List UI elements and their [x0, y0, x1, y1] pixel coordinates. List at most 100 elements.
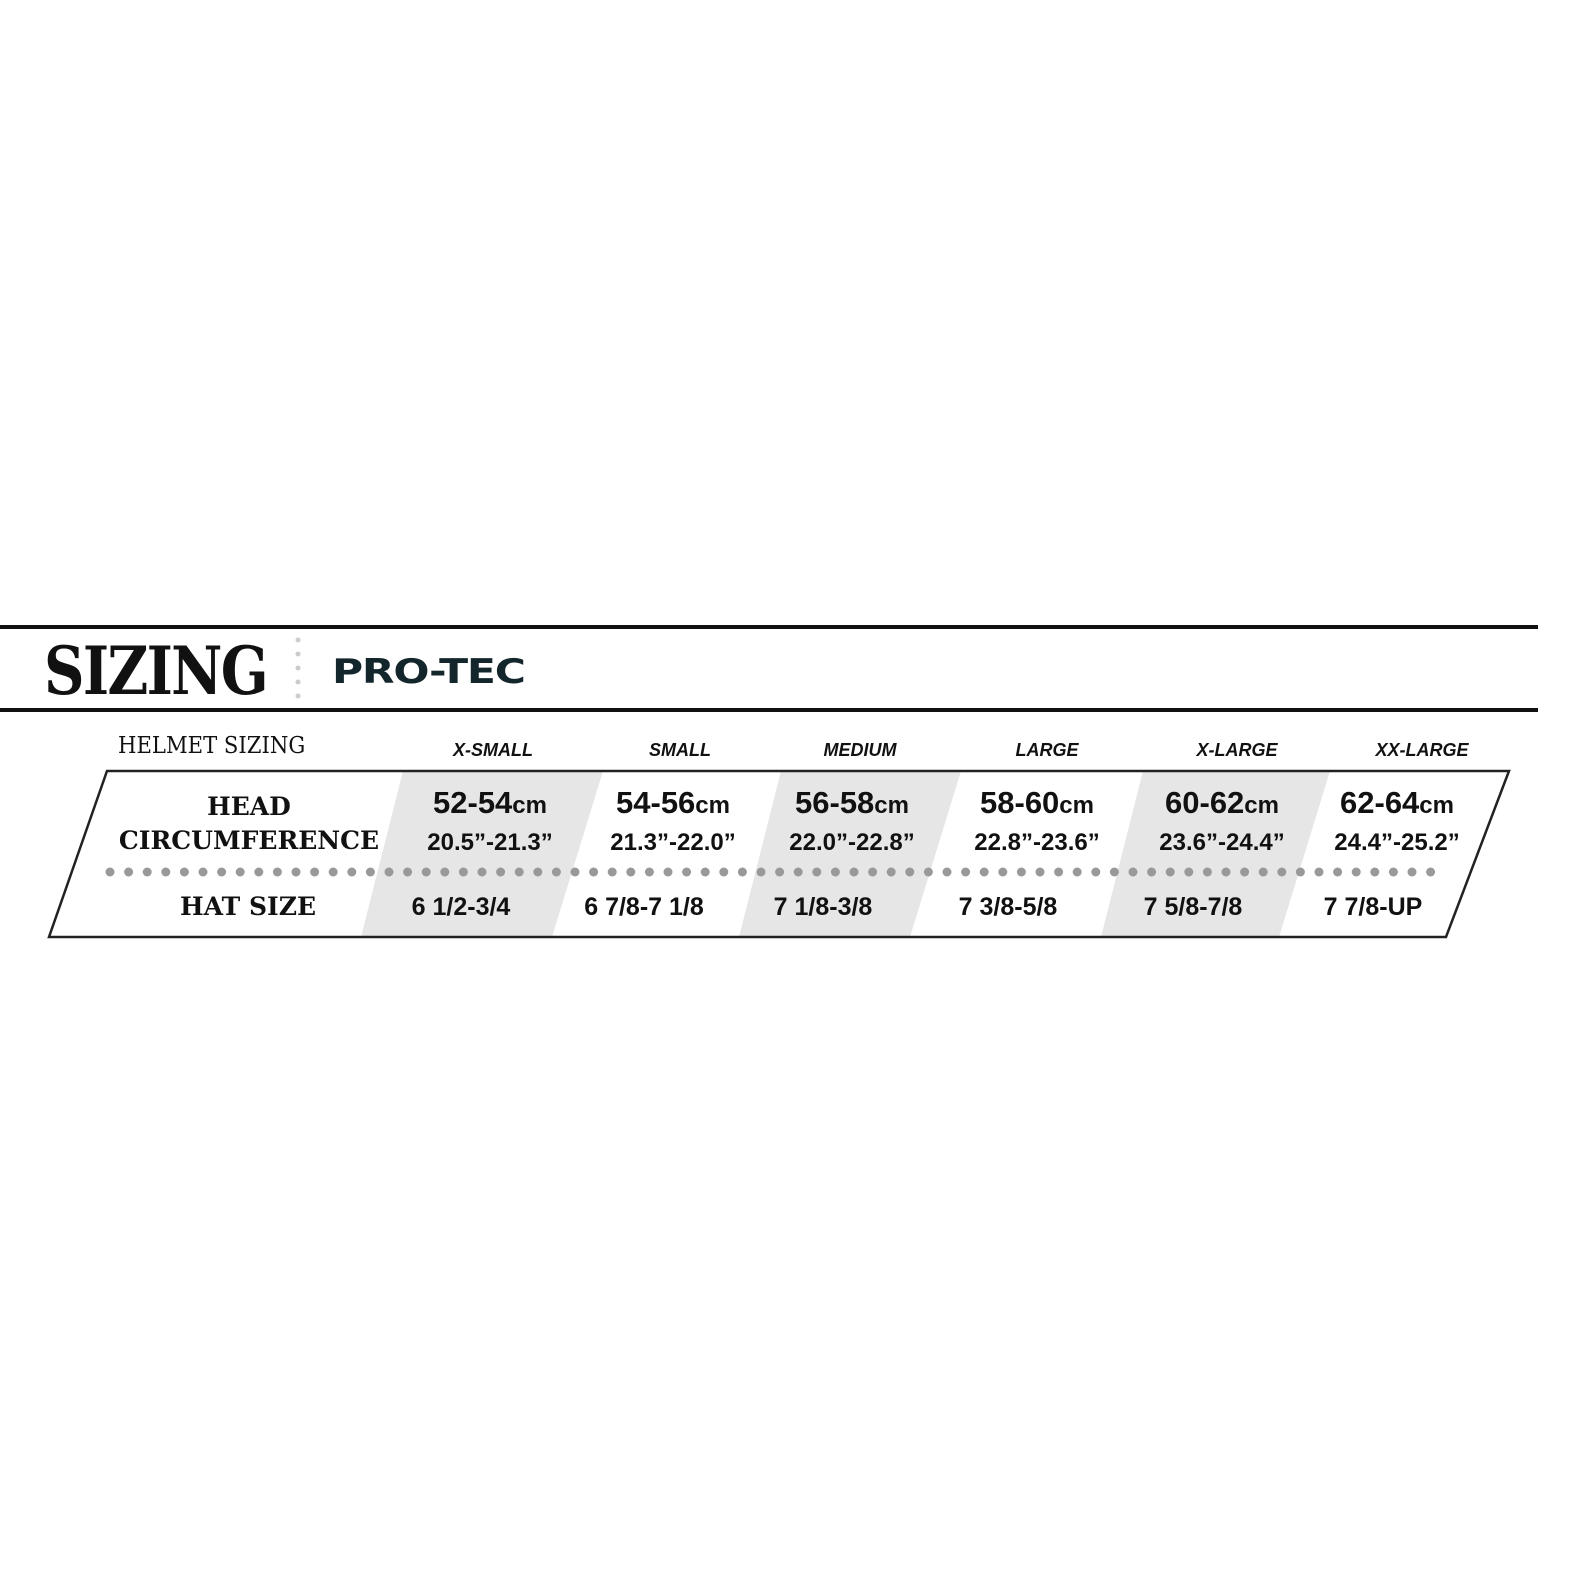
- hat-size: 7 5/8-7/8: [1143, 893, 1243, 921]
- divider-dot: [1295, 867, 1305, 877]
- divider-dot: [607, 867, 617, 877]
- cm-range: 56-58cm: [795, 785, 909, 821]
- divider-dot: [403, 867, 413, 877]
- hat-size: 6 1/2-3/4: [411, 893, 511, 921]
- brand-logo: PRO-TEC: [332, 652, 526, 692]
- divider-dot: [1091, 867, 1101, 877]
- row-divider-dots: [105, 867, 1436, 877]
- divider-dot: [961, 867, 971, 877]
- divider-dot: [124, 867, 134, 877]
- cm-value: 58-60: [980, 785, 1060, 820]
- cm-range: 52-54cm: [433, 785, 547, 821]
- divider-dot: [1221, 867, 1231, 877]
- hat-size: 6 7/8-7 1/8: [584, 893, 704, 921]
- separator-dot: [295, 665, 301, 671]
- hat-size: 7 1/8-3/8: [773, 893, 873, 921]
- divider-dot: [1072, 867, 1082, 877]
- divider-dot: [1407, 867, 1417, 877]
- divider-dot: [1277, 867, 1287, 877]
- divider-dot: [663, 867, 673, 877]
- cm-range: 60-62cm: [1165, 785, 1279, 821]
- hat-size: 7 3/8-5/8: [958, 893, 1058, 921]
- top-rule: [0, 625, 1538, 629]
- divider-dot: [514, 867, 524, 877]
- divider-dot: [254, 867, 264, 877]
- divider-dot: [496, 867, 506, 877]
- hat-size-label: HAT SIZE: [179, 892, 317, 921]
- divider-dot: [998, 867, 1008, 877]
- table-border: [47, 769, 1511, 939]
- divider-dot: [1165, 867, 1175, 877]
- size-label: XX-LARGE: [1375, 740, 1469, 760]
- divider-dot: [1370, 867, 1380, 877]
- divider-dot: [328, 867, 338, 877]
- cm-unit: cm: [1419, 792, 1454, 819]
- cm-value: 62-64: [1340, 785, 1420, 820]
- divider-dot: [161, 867, 171, 877]
- cm-value: 56-58: [795, 785, 875, 820]
- divider-dot: [682, 867, 692, 877]
- cm-value: 60-62: [1165, 785, 1245, 820]
- cm-range: 54-56cm: [616, 785, 730, 821]
- divider-dot: [1426, 867, 1436, 877]
- divider-dot: [1202, 867, 1212, 877]
- size-label: LARGE: [1015, 740, 1079, 760]
- inch-range: 22.0”-22.8”: [789, 829, 915, 856]
- divider-dot: [235, 867, 245, 877]
- inch-range: 24.4”-25.2”: [1334, 829, 1460, 856]
- divider-dot: [812, 867, 822, 877]
- divider-dot: [310, 867, 320, 877]
- divider-dot: [793, 867, 803, 877]
- divider-dot: [142, 867, 152, 877]
- divider-dot: [384, 867, 394, 877]
- separator-dot: [295, 679, 301, 685]
- divider-dot: [942, 867, 952, 877]
- cm-unit: cm: [874, 792, 909, 819]
- divider-dot: [1333, 867, 1343, 877]
- divider-dot: [570, 867, 580, 877]
- divider-dot: [1258, 867, 1268, 877]
- divider-dot: [775, 867, 785, 877]
- divider-dot: [830, 867, 840, 877]
- divider-dot: [291, 867, 301, 877]
- divider-dot: [886, 867, 896, 877]
- divider-dot: [1109, 867, 1119, 877]
- divider-dot: [551, 867, 561, 877]
- divider-dot: [737, 867, 747, 877]
- divider-dot: [868, 867, 878, 877]
- divider-dot: [1184, 867, 1194, 877]
- divider-dot: [1314, 867, 1324, 877]
- divider-dot: [756, 867, 766, 877]
- bottom-rule: [0, 708, 1538, 712]
- divider-dot: [1388, 867, 1398, 877]
- divider-dot: [458, 867, 468, 877]
- size-label: X-LARGE: [1196, 740, 1278, 760]
- cm-range: 62-64cm: [1340, 785, 1454, 821]
- divider-dot: [1035, 867, 1045, 877]
- cm-value: 52-54: [433, 785, 513, 820]
- shaded-band: [361, 771, 603, 937]
- divider-dot: [198, 867, 208, 877]
- cm-unit: cm: [1244, 792, 1279, 819]
- page-title: SIZING: [44, 632, 269, 710]
- separator-dots: [295, 637, 301, 699]
- divider-dot: [477, 867, 487, 877]
- divider-dot: [105, 867, 115, 877]
- divider-dot: [626, 867, 636, 877]
- size-label: SMALL: [649, 740, 711, 760]
- divider-dot: [1016, 867, 1026, 877]
- table-heading: HELMET SIZING: [118, 733, 306, 759]
- divider-dot: [421, 867, 431, 877]
- size-label: MEDIUM: [823, 740, 897, 760]
- divider-dot: [1054, 867, 1064, 877]
- divider-dot: [979, 867, 989, 877]
- inch-range: 23.6”-24.4”: [1159, 829, 1285, 856]
- cm-range: 58-60cm: [980, 785, 1094, 821]
- divider-dot: [533, 867, 543, 877]
- divider-dot: [1351, 867, 1361, 877]
- cm-unit: cm: [695, 792, 730, 819]
- divider-dot: [217, 867, 227, 877]
- cm-unit: cm: [1059, 792, 1094, 819]
- shaded-band: [1101, 771, 1330, 937]
